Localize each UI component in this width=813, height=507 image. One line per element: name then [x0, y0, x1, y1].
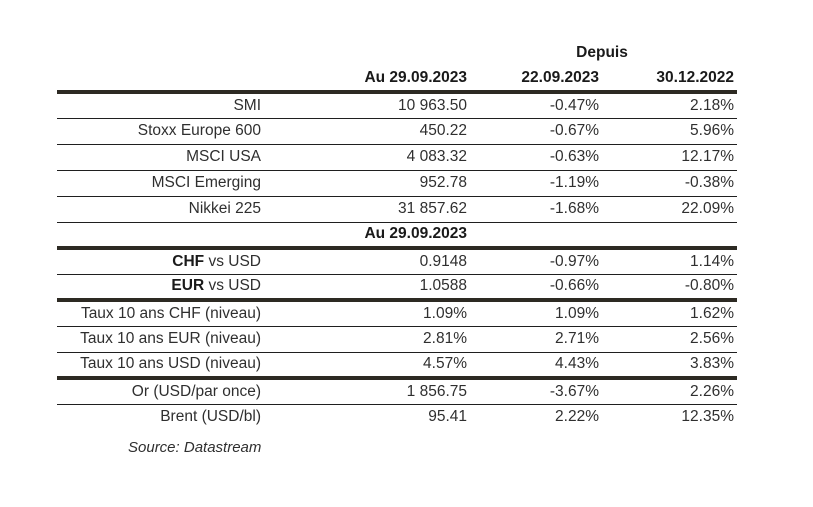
row-label: Taux 10 ans EUR (niveau)	[57, 326, 263, 353]
value-since-ytd: 22.09%	[601, 196, 737, 223]
table-row-eur-usd: EUR vs USD 1.0588 -0.66% -0.80%	[57, 274, 737, 302]
table-row-stoxx: Stoxx Europe 600 450.22 -0.67% 5.96%	[57, 118, 737, 145]
row-label: Brent (USD/bl)	[160, 408, 261, 426]
value-since-prev: -1.68%	[469, 196, 601, 223]
row-label: EUR vs USD	[57, 274, 263, 302]
value-current: 10 963.50	[263, 92, 469, 119]
value-since-ytd: 12.35%	[681, 408, 734, 426]
section-header-row: Au 29.09.2023	[57, 222, 737, 250]
spacer-cell	[57, 40, 469, 66]
currency-code: EUR	[171, 277, 205, 295]
column-header-since-ytd: 30.12.2022	[601, 66, 737, 94]
table-row-smi: SMI 10 963.50 -0.47% 2.18%	[57, 92, 737, 119]
value-since-prev: -3.67%	[469, 378, 601, 405]
row-label: Nikkei 225	[57, 196, 263, 223]
value-since-prev: 2.22%	[555, 408, 599, 426]
currency-code: CHF	[172, 252, 205, 270]
value-since-prev: -0.97%	[469, 248, 601, 275]
value-current: 31 857.62	[263, 196, 469, 223]
row-label: Taux 10 ans CHF (niveau)	[57, 300, 263, 327]
value-since-ytd: 1.62%	[601, 300, 737, 327]
column-header-since-prev: 22.09.2023	[469, 66, 601, 94]
row-label: MSCI Emerging	[57, 170, 263, 197]
source-note: Source: Datastream	[128, 438, 262, 456]
table-row-msci-usa: MSCI USA 4 083.32 -0.63% 12.17%	[57, 144, 737, 171]
value-current: 2.81%	[263, 326, 469, 353]
value-since-ytd: 3.83%	[601, 352, 737, 380]
value-since-ytd: 1.14%	[601, 248, 737, 275]
value-current: 1.09%	[263, 300, 469, 327]
row-label: MSCI USA	[57, 144, 263, 171]
spacer-cell	[469, 222, 601, 250]
value-current: 1.0588	[263, 274, 469, 302]
table-row-or: Or (USD/par once) 1 856.75 -3.67% 2.26%	[57, 378, 737, 405]
row-label: SMI	[57, 92, 263, 119]
depuis-label: Depuis	[576, 44, 628, 61]
value-current: 450.22	[263, 118, 469, 145]
value-since-ytd: 12.17%	[601, 144, 737, 171]
value-since-ytd: 2.18%	[601, 92, 737, 119]
value-current: 95.41	[428, 408, 467, 426]
row-label: CHF vs USD	[57, 248, 263, 275]
column-header-current: Au 29.09.2023	[263, 66, 469, 94]
value-current: 4.57%	[263, 352, 469, 380]
value-since-prev: -0.66%	[469, 274, 601, 302]
currency-pair-suffix: vs USD	[204, 277, 261, 295]
value-current: 0.9148	[263, 248, 469, 275]
value-since-ytd: 2.26%	[601, 378, 737, 405]
row-label: Stoxx Europe 600	[57, 118, 263, 145]
value-since-prev: -1.19%	[469, 170, 601, 197]
section-header-current: Au 29.09.2023	[263, 222, 469, 250]
table-row-nikkei: Nikkei 225 31 857.62 -1.68% 22.09%	[57, 196, 737, 223]
currency-pair-suffix: vs USD	[204, 252, 261, 270]
row-label: Taux 10 ans USD (niveau)	[57, 352, 263, 380]
source-row: Source: Datastream	[57, 430, 737, 460]
table-row-taux-usd: Taux 10 ans USD (niveau) 4.57% 4.43% 3.8…	[57, 352, 737, 380]
spacer-cell	[57, 66, 263, 94]
value-since-prev: -0.63%	[469, 144, 601, 171]
value-since-prev: 1.09%	[469, 300, 601, 327]
spacer-cell	[57, 222, 263, 250]
depuis-header-row: Depuis	[57, 40, 737, 66]
value-since-prev: -0.47%	[469, 92, 601, 119]
value-current: 4 083.32	[263, 144, 469, 171]
value-since-prev: 2.71%	[469, 326, 601, 353]
table-row-taux-eur: Taux 10 ans EUR (niveau) 2.81% 2.71% 2.5…	[57, 326, 737, 353]
column-header-row: Au 29.09.2023 22.09.2023 30.12.2022	[57, 66, 737, 94]
row-label: Or (USD/par once)	[57, 378, 263, 405]
value-current: 952.78	[263, 170, 469, 197]
value-since-prev: -0.67%	[469, 118, 601, 145]
table-row-brent: Brent (USD/bl) 95.41 2.22% 12.35%	[57, 404, 737, 430]
value-since-prev: 4.43%	[469, 352, 601, 380]
value-current: 1 856.75	[263, 378, 469, 405]
value-since-ytd: 2.56%	[601, 326, 737, 353]
table-row-chf-usd: CHF vs USD 0.9148 -0.97% 1.14%	[57, 248, 737, 275]
value-since-ytd: 5.96%	[601, 118, 737, 145]
market-table-container: Depuis Au 29.09.2023 22.09.2023 30.12.20…	[57, 40, 737, 460]
market-performance-table: Depuis Au 29.09.2023 22.09.2023 30.12.20…	[57, 40, 737, 460]
value-since-ytd: -0.38%	[601, 170, 737, 197]
value-since-ytd: -0.80%	[601, 274, 737, 302]
spacer-cell	[601, 222, 737, 250]
table-row-msci-emerging: MSCI Emerging 952.78 -1.19% -0.38%	[57, 170, 737, 197]
table-row-taux-chf: Taux 10 ans CHF (niveau) 1.09% 1.09% 1.6…	[57, 300, 737, 327]
